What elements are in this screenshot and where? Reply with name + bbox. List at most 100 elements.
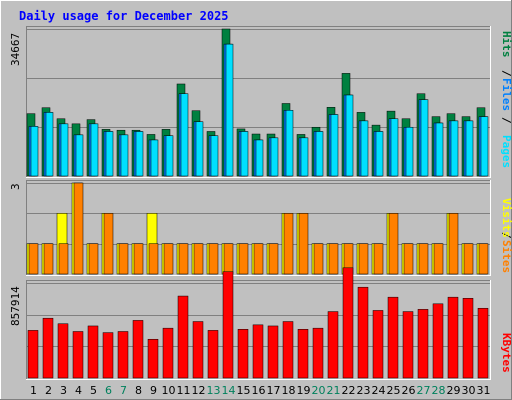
bar-sites xyxy=(118,243,129,275)
bar-kbytes xyxy=(252,324,264,379)
legend-separator: / xyxy=(500,117,512,124)
bar-kbytes xyxy=(297,329,309,379)
x-tick-label: 12 xyxy=(192,384,206,397)
legend-sites-visits: Sites / Visits xyxy=(500,198,512,273)
legend-separator: / xyxy=(500,232,512,239)
bar-kbytes xyxy=(402,311,414,379)
x-tick-label: 2 xyxy=(45,384,52,397)
bar-kbytes xyxy=(42,317,54,379)
ymax-label-hits: 34667 xyxy=(9,33,22,66)
bar-pages xyxy=(390,118,399,177)
legend-sites-label: Sites xyxy=(500,240,512,273)
bar-sites xyxy=(478,243,489,275)
bar-pages xyxy=(150,139,159,177)
bar-pages xyxy=(90,123,99,177)
bar-sites xyxy=(298,213,309,275)
bar-kbytes xyxy=(192,321,204,379)
bar-pages xyxy=(360,120,369,177)
bar-pages xyxy=(300,137,309,177)
bar-kbytes xyxy=(477,307,489,379)
bar-pages xyxy=(105,131,114,177)
bar-kbytes xyxy=(372,310,384,379)
bar-pages xyxy=(45,112,54,177)
x-axis-labels: 1 2 3 4 5 6 7 8 9 10 11 12 13 14 15 16 17 18 19 20 21 22 23 24 2… xyxy=(30,384,491,397)
bar-kbytes xyxy=(177,295,189,379)
bar-pages xyxy=(315,131,324,177)
bar-sites xyxy=(88,243,99,275)
bar-kbytes xyxy=(207,330,219,379)
x-tick-label: 30 xyxy=(462,384,476,397)
bar-sites xyxy=(373,243,384,275)
bar-pages xyxy=(120,134,129,177)
bar-sites xyxy=(283,213,294,275)
x-tick-label: 26 xyxy=(402,384,416,397)
x-tick-label: 24 xyxy=(372,384,386,397)
x-tick-label: 11 xyxy=(177,384,191,397)
bar-sites xyxy=(313,243,324,275)
bar-pages xyxy=(165,135,174,177)
bar-sites xyxy=(448,213,459,275)
bar-pages xyxy=(330,114,339,177)
bar-kbytes xyxy=(267,325,279,379)
ymax-label-kbytes: 857914 xyxy=(9,286,22,326)
bar-kbytes xyxy=(102,332,114,379)
bar-kbytes xyxy=(72,331,84,379)
bar-pages xyxy=(270,137,279,177)
bar-kbytes xyxy=(147,338,159,379)
bar-sites xyxy=(328,243,339,275)
x-tick-label: 3 xyxy=(60,384,67,397)
x-tick-label: 6 xyxy=(105,384,112,397)
x-tick-label: 19 xyxy=(297,384,311,397)
bar-kbytes xyxy=(222,271,234,379)
bar-kbytes xyxy=(27,330,39,379)
bar-pages xyxy=(255,139,264,177)
chart-panels xyxy=(26,26,491,380)
bar-pages xyxy=(420,99,429,177)
bar-sites xyxy=(223,243,234,275)
bar-kbytes xyxy=(117,331,129,379)
bar-sites xyxy=(418,243,429,275)
bar-sites xyxy=(238,243,249,275)
bar-pages xyxy=(180,93,189,177)
legend-kbytes-label: KBytes xyxy=(500,333,512,373)
bar-kbytes xyxy=(132,320,144,379)
x-tick-label: 1 xyxy=(30,384,37,397)
bar-kbytes xyxy=(237,329,249,379)
bar-sites xyxy=(358,243,369,275)
x-tick-label: 9 xyxy=(150,384,157,397)
bar-pages xyxy=(225,43,234,177)
bar-pages xyxy=(30,126,39,177)
ymax-label-visits: 3 xyxy=(9,183,22,190)
x-tick-label: 10 xyxy=(162,384,176,397)
x-tick-label: 8 xyxy=(135,384,142,397)
x-tick-label: 31 xyxy=(477,384,491,397)
x-tick-label: 7 xyxy=(120,384,127,397)
bar-kbytes xyxy=(432,303,444,379)
bar-kbytes xyxy=(282,321,294,379)
bar-sites xyxy=(28,243,39,275)
legend-kbytes: KBytes xyxy=(500,333,512,373)
bar-pages xyxy=(405,126,414,177)
bar-kbytes xyxy=(342,267,354,379)
bar-kbytes xyxy=(462,298,474,379)
x-tick-label: 29 xyxy=(447,384,461,397)
bar-kbytes xyxy=(87,325,99,379)
chart-title: Daily usage for December 2025 xyxy=(19,9,229,23)
x-tick-label: 4 xyxy=(75,384,82,397)
bar-pages xyxy=(210,135,219,177)
bar-sites xyxy=(43,243,54,275)
bar-pages xyxy=(480,116,489,177)
bar-pages xyxy=(135,131,144,177)
x-tick-label: 5 xyxy=(90,384,97,397)
bar-sites xyxy=(178,243,189,275)
bar-sites xyxy=(253,243,264,275)
bar-pages xyxy=(435,122,444,177)
bar-kbytes xyxy=(162,327,174,379)
panel-visits-sites xyxy=(26,180,491,276)
bar-pages xyxy=(450,120,459,177)
x-tick-label: 15 xyxy=(237,384,251,397)
bar-kbytes xyxy=(387,296,399,379)
bar-pages xyxy=(60,123,69,177)
bar-kbytes xyxy=(417,309,429,379)
bar-sites xyxy=(388,213,399,275)
